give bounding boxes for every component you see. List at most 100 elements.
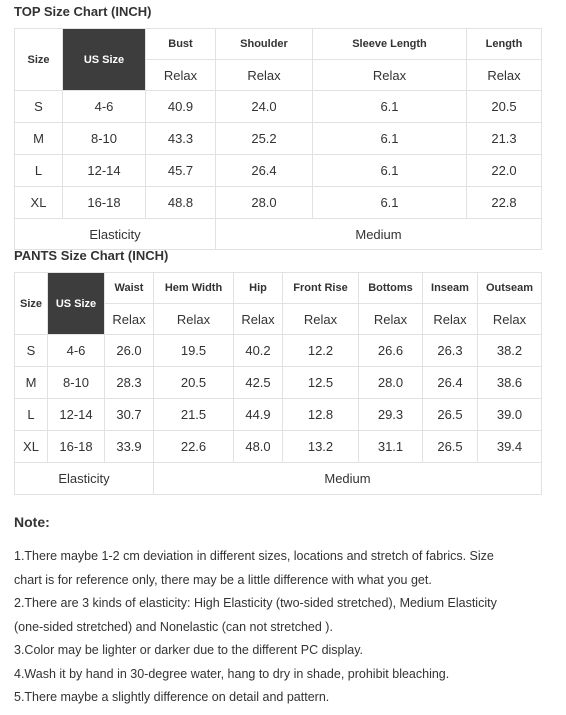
elasticity-row: Elasticity Medium: [14, 218, 542, 250]
us-size-header: US Size: [47, 272, 105, 335]
fit-label: Relax: [104, 303, 154, 335]
measure-cell: 20.5: [153, 366, 234, 399]
measure-cell: 42.5: [233, 366, 283, 399]
measure-cell: 28.0: [215, 186, 313, 219]
measure-cell: 6.1: [312, 122, 467, 155]
measure-cell: 38.2: [477, 334, 542, 367]
measure-cell: 28.0: [358, 366, 423, 399]
measure-cell: 31.1: [358, 430, 423, 463]
table-row: S 4-6 40.9 24.0 6.1 20.5: [14, 90, 542, 123]
us-size-cell: 12-14: [47, 398, 105, 431]
measure-cell: 44.9: [233, 398, 283, 431]
elasticity-value: Medium: [153, 462, 542, 495]
note-line: 5.There maybe a slightly difference on d…: [14, 690, 330, 704]
pants-chart-title: PANTS Size Chart (INCH): [14, 248, 169, 263]
table-row: S 4-6 26.0 19.5 40.2 12.2 26.6 26.3 38.2: [14, 334, 542, 367]
measure-cell: 39.0: [477, 398, 542, 431]
us-size-cell: 4-6: [62, 90, 146, 123]
measure-cell: 40.9: [145, 90, 216, 123]
measure-cell: 48.0: [233, 430, 283, 463]
size-cell: M: [14, 366, 48, 399]
measure-cell: 22.0: [466, 154, 542, 187]
fit-label: Relax: [153, 303, 234, 335]
elasticity-label: Elasticity: [14, 462, 154, 495]
fit-label: Relax: [477, 303, 542, 335]
measure-cell: 26.6: [358, 334, 423, 367]
size-cell: L: [14, 154, 63, 187]
measure-cell: 6.1: [312, 154, 467, 187]
elasticity-label: Elasticity: [14, 218, 216, 250]
measure-cell: 12.8: [282, 398, 359, 431]
elasticity-value: Medium: [215, 218, 542, 250]
table-row: M 8-10 43.3 25.2 6.1 21.3: [14, 122, 542, 155]
note-title: Note:: [14, 514, 50, 530]
note-line: 3.Color may be lighter or darker due to …: [14, 643, 364, 657]
elasticity-row: Elasticity Medium: [14, 462, 542, 495]
us-size-cell: 8-10: [62, 122, 146, 155]
table-row: XL 16-18 33.9 22.6 48.0 13.2 31.1 26.5 3…: [14, 430, 542, 463]
measure-cell: 33.9: [104, 430, 154, 463]
column-header: Waist: [104, 272, 154, 304]
size-cell: S: [14, 334, 48, 367]
column-header: Hem Width: [153, 272, 234, 304]
table-row: L 12-14 45.7 26.4 6.1 22.0: [14, 154, 542, 187]
measure-cell: 22.6: [153, 430, 234, 463]
note-line: chart is for reference only, there may b…: [14, 572, 432, 587]
notes-list: 1.There maybe 1-2 cm deviation in differ…: [14, 545, 544, 710]
measure-cell: 12.5: [282, 366, 359, 399]
measure-cell: 29.3: [358, 398, 423, 431]
note-line: (one-sided stretched) and Nonelastic (ca…: [14, 619, 333, 634]
measure-cell: 21.3: [466, 122, 542, 155]
table-row: XL 16-18 48.8 28.0 6.1 22.8: [14, 186, 542, 219]
column-header: Length: [466, 28, 542, 60]
us-size-cell: 4-6: [47, 334, 105, 367]
measure-cell: 43.3: [145, 122, 216, 155]
column-header: Sleeve Length: [312, 28, 467, 60]
us-size-header: US Size: [62, 28, 146, 91]
size-cell: S: [14, 90, 63, 123]
measure-cell: 26.5: [422, 430, 478, 463]
measure-cell: 26.3: [422, 334, 478, 367]
table-row: M 8-10 28.3 20.5 42.5 12.5 28.0 26.4 38.…: [14, 366, 542, 399]
table-row: L 12-14 30.7 21.5 44.9 12.8 29.3 26.5 39…: [14, 398, 542, 431]
column-header: Front Rise: [282, 272, 359, 304]
us-size-cell: 16-18: [62, 186, 146, 219]
note-line: 2.There are 3 kinds of elasticity: High …: [14, 596, 497, 610]
measure-cell: 6.1: [312, 186, 467, 219]
us-size-cell: 12-14: [62, 154, 146, 187]
fit-label: Relax: [282, 303, 359, 335]
measure-cell: 21.5: [153, 398, 234, 431]
measure-cell: 45.7: [145, 154, 216, 187]
column-header: Bottoms: [358, 272, 423, 304]
note-line: 4.Wash it by hand in 30-degree water, ha…: [14, 666, 450, 681]
size-cell: XL: [14, 430, 48, 463]
measure-cell: 40.2: [233, 334, 283, 367]
size-cell: XL: [14, 186, 63, 219]
top-size-table: Size US Size Bust Shoulder Sleeve Length…: [14, 28, 542, 250]
column-header: Outseam: [477, 272, 542, 304]
measure-cell: 26.4: [422, 366, 478, 399]
measure-cell: 12.2: [282, 334, 359, 367]
note-line: 1.There maybe 1-2 cm deviation in differ…: [14, 549, 494, 563]
fit-label: Relax: [312, 59, 467, 91]
measure-cell: 26.0: [104, 334, 154, 367]
measure-cell: 30.7: [104, 398, 154, 431]
fit-label: Relax: [145, 59, 216, 91]
size-header: Size: [14, 28, 63, 91]
measure-cell: 24.0: [215, 90, 313, 123]
pants-size-table: Size US Size Waist Hem Width Hip Front R…: [14, 272, 542, 495]
column-header: Shoulder: [215, 28, 313, 60]
measure-cell: 28.3: [104, 366, 154, 399]
column-header: Bust: [145, 28, 216, 60]
size-cell: L: [14, 398, 48, 431]
fit-label: Relax: [466, 59, 542, 91]
column-header: Inseam: [422, 272, 478, 304]
us-size-cell: 16-18: [47, 430, 105, 463]
fit-label: Relax: [422, 303, 478, 335]
measure-cell: 20.5: [466, 90, 542, 123]
top-chart-title: TOP Size Chart (INCH): [14, 4, 152, 19]
measure-cell: 13.2: [282, 430, 359, 463]
fit-label: Relax: [358, 303, 423, 335]
measure-cell: 48.8: [145, 186, 216, 219]
